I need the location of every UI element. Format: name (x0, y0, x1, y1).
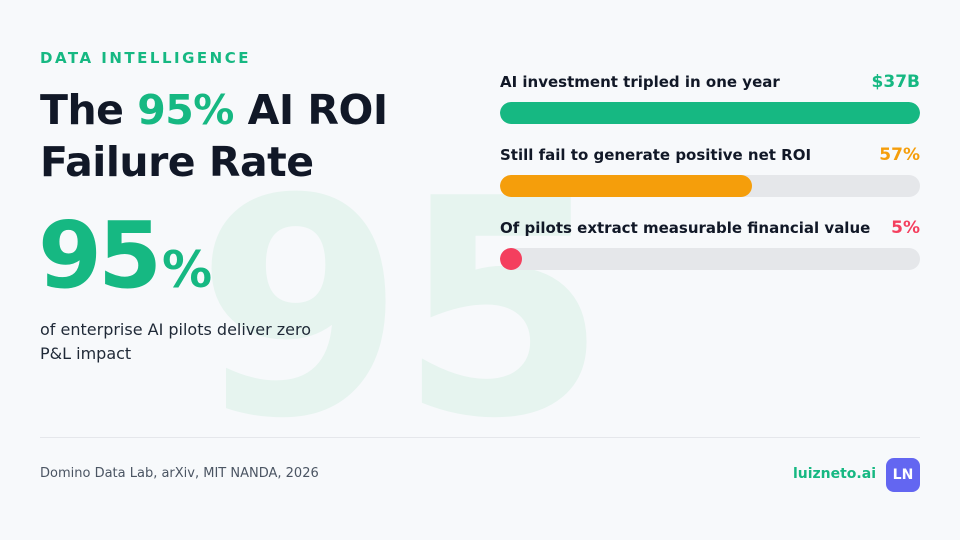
progress-track (500, 102, 920, 124)
progress-fill (500, 102, 920, 124)
title-prefix: The (40, 86, 138, 134)
title-suffix: AI ROI (233, 86, 388, 134)
page-title: The 95% AI ROI Failure Rate (40, 84, 388, 188)
hero-stat: 95% (38, 210, 212, 302)
progress-track (500, 175, 920, 197)
stat-bar-fail-roi: Still fail to generate positive net ROI … (500, 145, 920, 218)
progress-fill (500, 248, 522, 270)
brand-link[interactable]: luizneto.ai (792, 466, 876, 482)
source-citation: Domino Data Lab, arXiv, MIT NANDA, 2026 (40, 466, 319, 481)
progress-track (500, 248, 920, 270)
hero-unit: % (162, 241, 213, 299)
hero-number: 95 (38, 202, 162, 309)
title-line-2: Failure Rate (40, 138, 314, 186)
stat-bar-investment: AI investment tripled in one year $37B (500, 72, 920, 145)
stat-bar-value: 57% (879, 145, 920, 165)
background-watermark-number: 95 (196, 135, 607, 484)
hero-caption: of enterprise AI pilots deliver zero P&L… (40, 320, 312, 363)
eyebrow-label: DATA INTELLIGENCE (40, 49, 251, 67)
stat-bar-label: AI investment tripled in one year (500, 73, 780, 91)
stat-bar-value: 5% (891, 218, 920, 238)
title-highlight: 95% (137, 86, 234, 134)
stat-bar-financial-value: Of pilots extract measurable financial v… (500, 218, 920, 291)
stat-bar-label: Still fail to generate positive net ROI (500, 146, 812, 164)
progress-fill (500, 175, 752, 197)
stat-bar-value: $37B (871, 72, 920, 92)
avatar: LN (886, 458, 920, 492)
stat-bars: AI investment tripled in one year $37B S… (500, 72, 920, 291)
footer-divider (40, 437, 920, 438)
stat-bar-label: Of pilots extract measurable financial v… (500, 219, 871, 237)
